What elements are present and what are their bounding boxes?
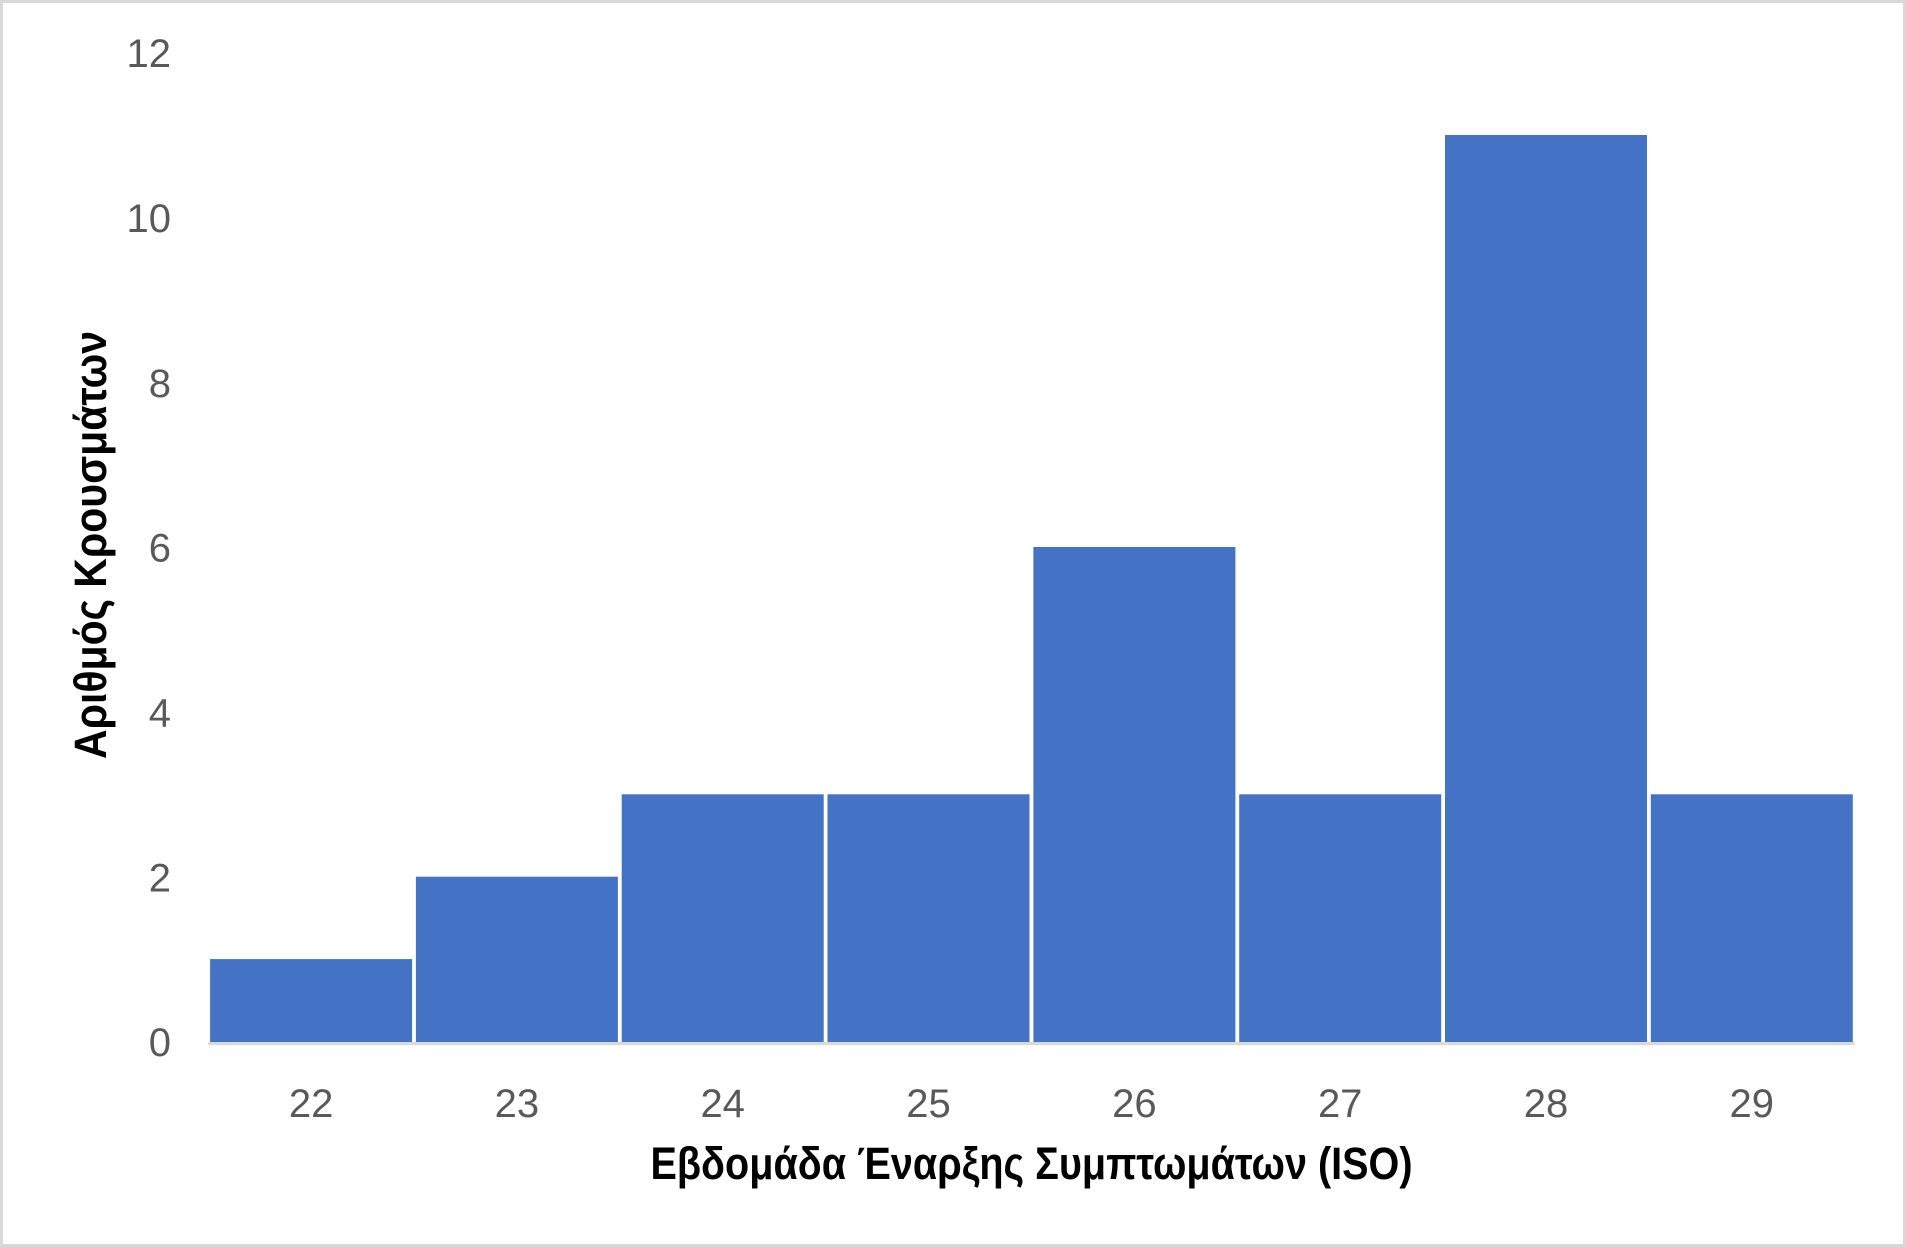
svg-text:10: 10 (127, 197, 172, 241)
svg-text:2: 2 (149, 856, 171, 900)
svg-text:26: 26 (1112, 1082, 1157, 1126)
svg-text:25: 25 (906, 1082, 951, 1126)
svg-text:Αριθμός Κρουσμάτων: Αριθμός Κρουσμάτων (65, 331, 116, 759)
svg-text:4: 4 (149, 692, 171, 736)
svg-text:28: 28 (1524, 1082, 1569, 1126)
svg-text:27: 27 (1318, 1082, 1363, 1126)
svg-text:29: 29 (1730, 1082, 1775, 1126)
svg-text:23: 23 (495, 1082, 540, 1126)
svg-text:22: 22 (289, 1082, 334, 1126)
svg-text:0: 0 (149, 1021, 171, 1065)
svg-text:Εβδομάδα Έναρξης Συμπτωμάτων (: Εβδομάδα Έναρξης Συμπτωμάτων (ISO) (651, 1138, 1413, 1189)
svg-text:8: 8 (149, 362, 171, 406)
svg-text:6: 6 (149, 527, 171, 571)
svg-text:24: 24 (700, 1082, 745, 1126)
svg-text:12: 12 (127, 32, 172, 76)
